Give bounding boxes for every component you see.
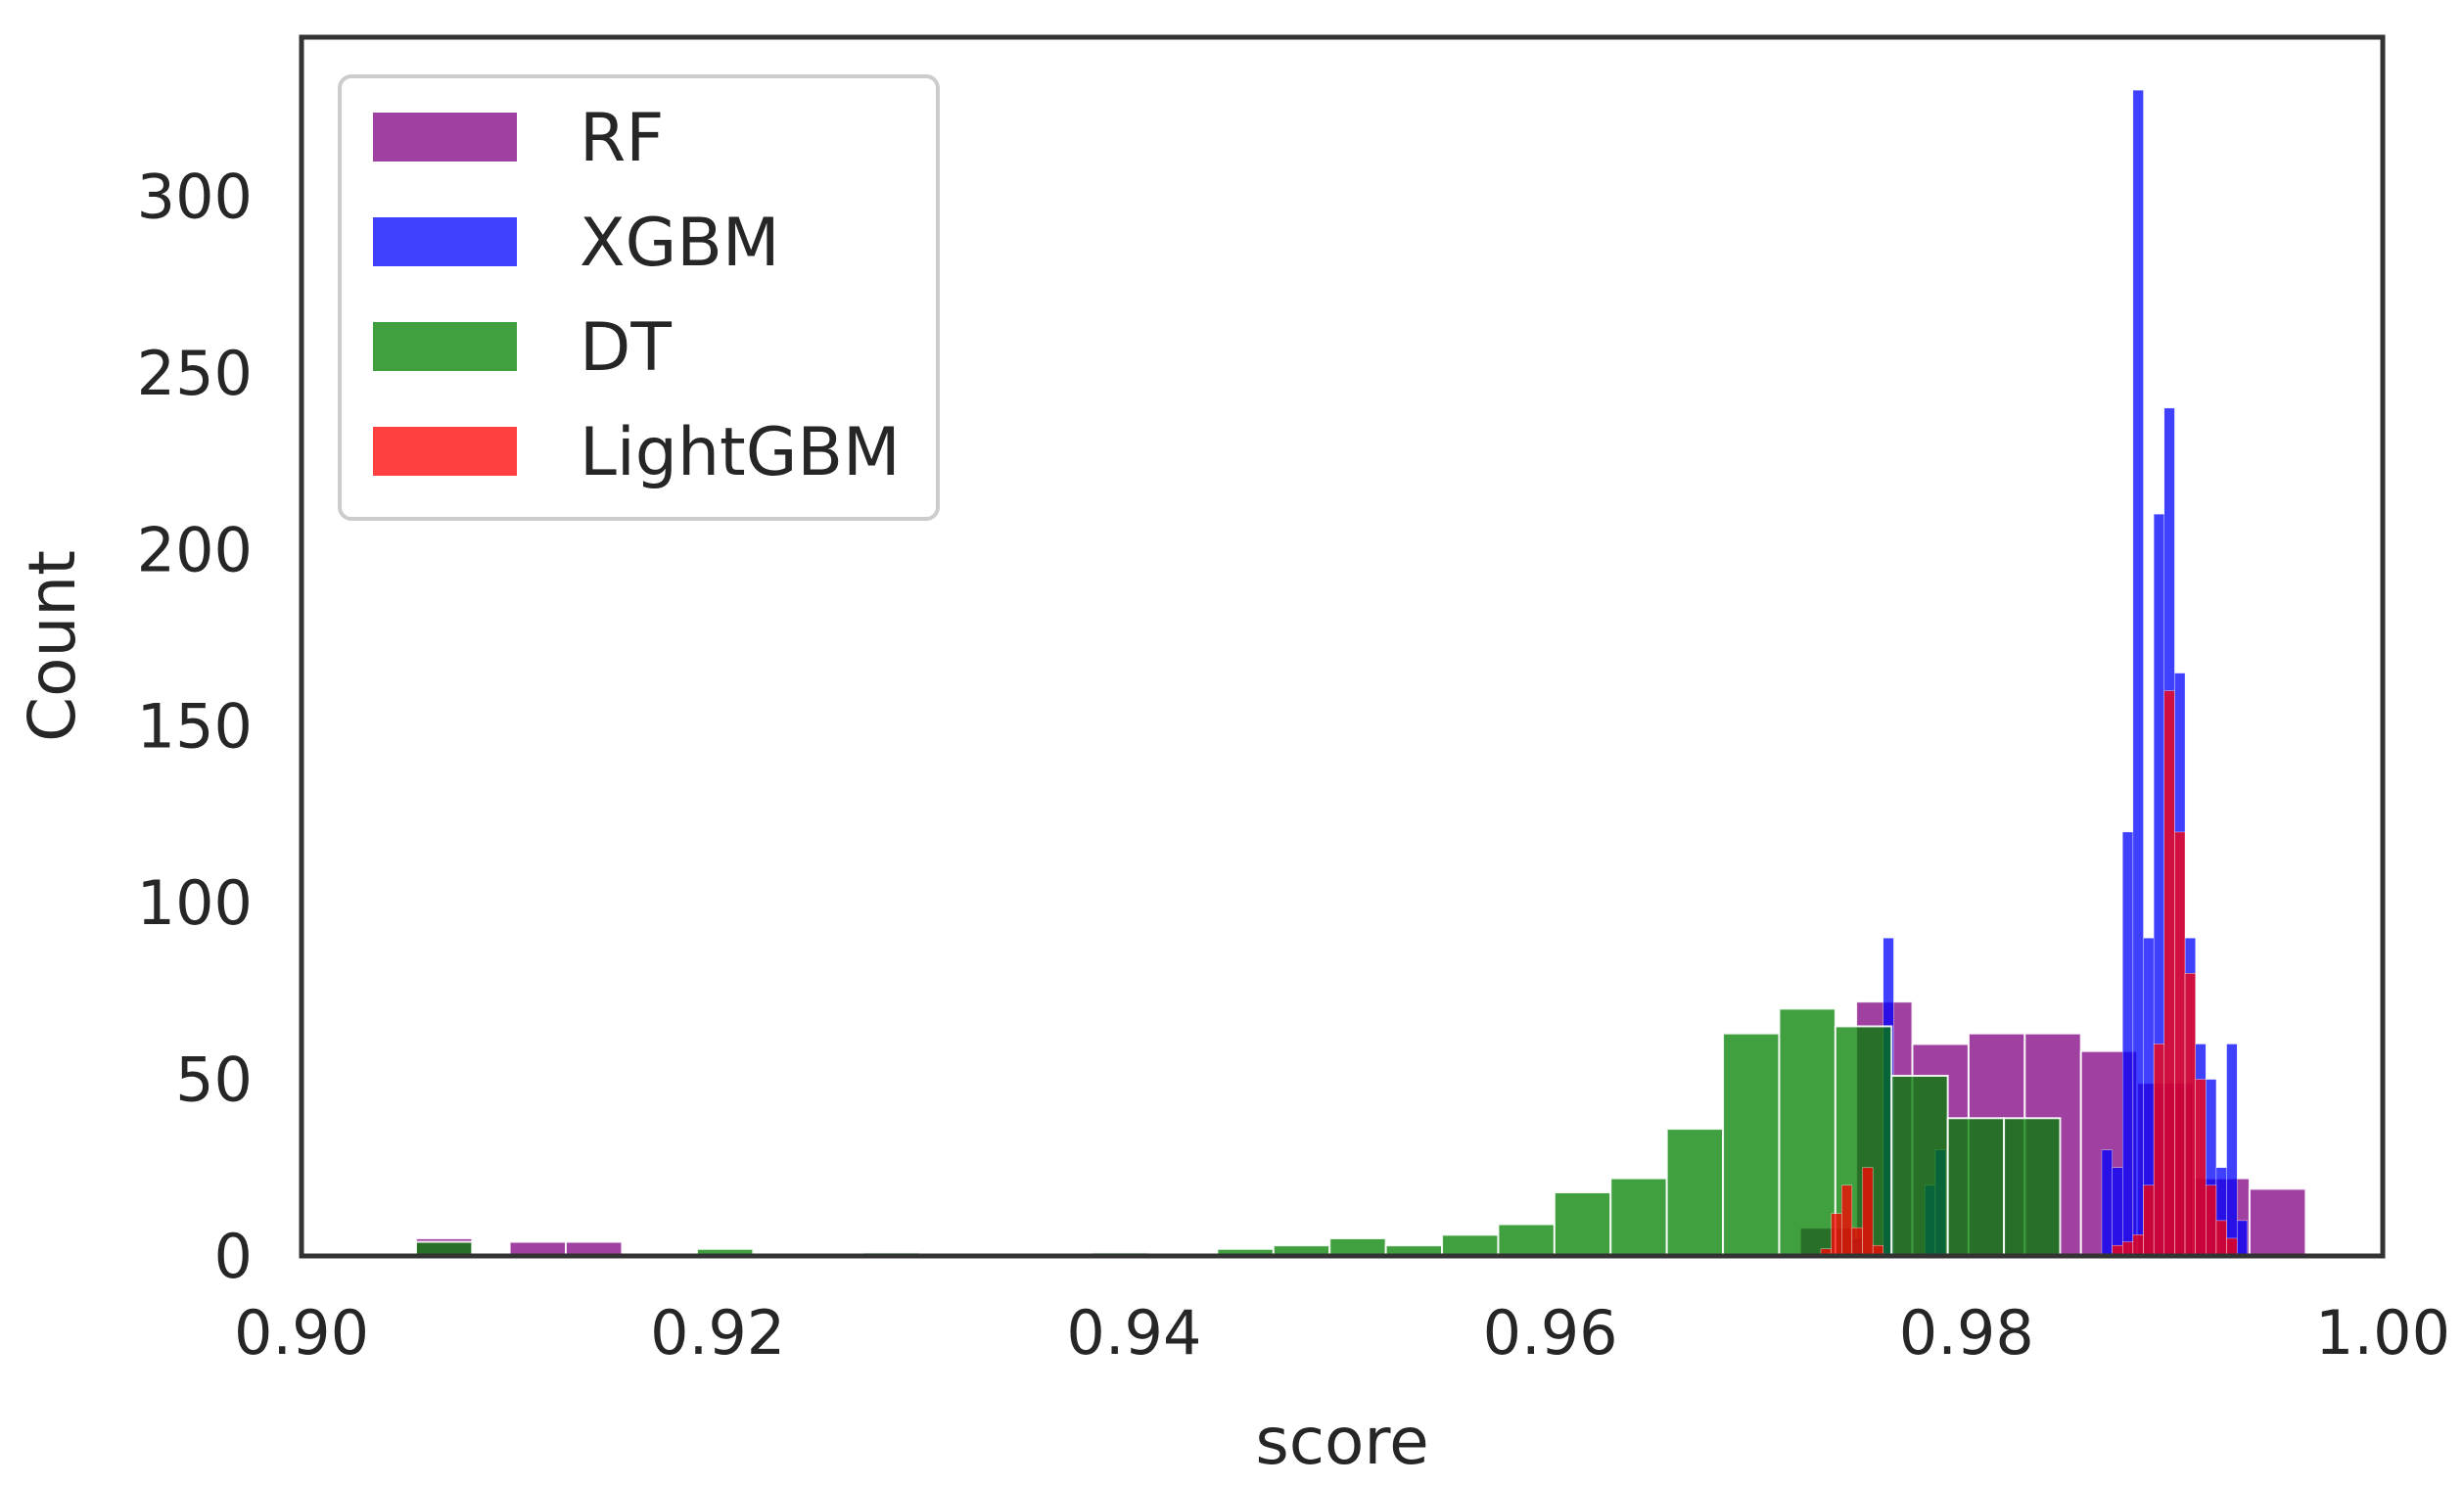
- plot-frame: [299, 34, 2386, 1259]
- bar-dt: [1441, 1233, 1500, 1257]
- legend-entry-xgbm: XGBM: [373, 205, 780, 282]
- bar-lightgbm: [2184, 973, 2196, 1257]
- x-tick-label: 0.92: [650, 1297, 785, 1369]
- legend: RF XGBM DT LightGBM: [338, 74, 940, 521]
- bar-xgbm: [2122, 831, 2134, 1257]
- legend-box: [338, 74, 940, 521]
- y-tick-label: 150: [137, 691, 253, 763]
- bar-lightgbm: [2174, 831, 2186, 1257]
- bar-dt: [1722, 1032, 1781, 1258]
- legend-swatch: [373, 113, 517, 162]
- y-tick-labels: 0 50 100 150 200 250 300: [137, 161, 253, 1292]
- bar-xgbm: [2226, 1044, 2238, 1257]
- y-tick-label: 250: [137, 338, 253, 409]
- x-tick-label: 0.94: [1066, 1297, 1201, 1369]
- bar-xgbm: [2132, 89, 2144, 1257]
- x-tick-label: 0.96: [1483, 1297, 1618, 1369]
- y-tick-label: 50: [175, 1045, 253, 1116]
- bar-dt: [1553, 1191, 1612, 1258]
- series-dt: [414, 1007, 2062, 1258]
- bar-xgbm: [2101, 1149, 2113, 1257]
- legend-label: XGBM: [580, 205, 780, 282]
- x-tick-label: 0.90: [234, 1297, 369, 1369]
- bar-lightgbm: [2195, 1079, 2207, 1257]
- legend-swatch: [373, 322, 517, 371]
- y-tick-label: 0: [214, 1221, 253, 1292]
- bars-layer: [414, 89, 2307, 1258]
- legend-entry-rf: RF: [373, 100, 664, 177]
- x-tick-labels: 0.90 0.92 0.94 0.96 0.98 1.00: [234, 1297, 2450, 1369]
- series-lightgbm: [1820, 690, 2238, 1257]
- bar-lightgbm: [2132, 1234, 2144, 1257]
- legend-entries: RF XGBM DT LightGBM: [373, 100, 901, 491]
- bar-lightgbm: [2153, 1044, 2164, 1257]
- bar-lightgbm: [2215, 1220, 2227, 1257]
- bar-dt: [1946, 1117, 2006, 1258]
- bar-dt: [1890, 1074, 1949, 1257]
- bar-lightgbm: [2163, 690, 2175, 1257]
- bar-dt: [1665, 1128, 1725, 1257]
- bar-dt: [1609, 1177, 1668, 1257]
- y-tick-label: 200: [137, 514, 253, 585]
- bar-lightgbm: [1831, 1213, 1842, 1257]
- legend-swatch: [373, 217, 517, 266]
- legend-entry-lightgbm: LightGBM: [373, 414, 901, 491]
- bar-lightgbm: [1851, 1227, 1863, 1257]
- legend-entry-dt: DT: [373, 309, 672, 387]
- legend-label: DT: [580, 309, 672, 387]
- bar-dt: [1497, 1223, 1556, 1258]
- bar-lightgbm: [1841, 1184, 1853, 1257]
- bar-lightgbm: [2206, 1184, 2217, 1257]
- bar-lightgbm: [1862, 1167, 1874, 1257]
- bar-xgbm: [2236, 1220, 2249, 1257]
- bar-dt: [2003, 1117, 2062, 1258]
- legend-swatch: [373, 427, 517, 476]
- y-axis-title: Count: [15, 550, 90, 742]
- bar-lightgbm: [2226, 1237, 2238, 1257]
- x-axis-title: score: [1255, 1404, 1428, 1479]
- bar-xgbm: [2112, 1167, 2123, 1257]
- legend-label: LightGBM: [580, 414, 901, 491]
- bar-rf: [2248, 1187, 2307, 1258]
- bar-dt: [1328, 1236, 1387, 1257]
- x-tick-label: 0.98: [1899, 1297, 2034, 1369]
- y-tick-label: 300: [137, 161, 253, 232]
- legend-label: RF: [580, 100, 664, 177]
- x-tick-label: 1.00: [2315, 1297, 2450, 1369]
- bar-lightgbm: [2143, 1184, 2155, 1257]
- bar-dt: [1778, 1007, 1836, 1258]
- y-tick-label: 100: [137, 867, 253, 939]
